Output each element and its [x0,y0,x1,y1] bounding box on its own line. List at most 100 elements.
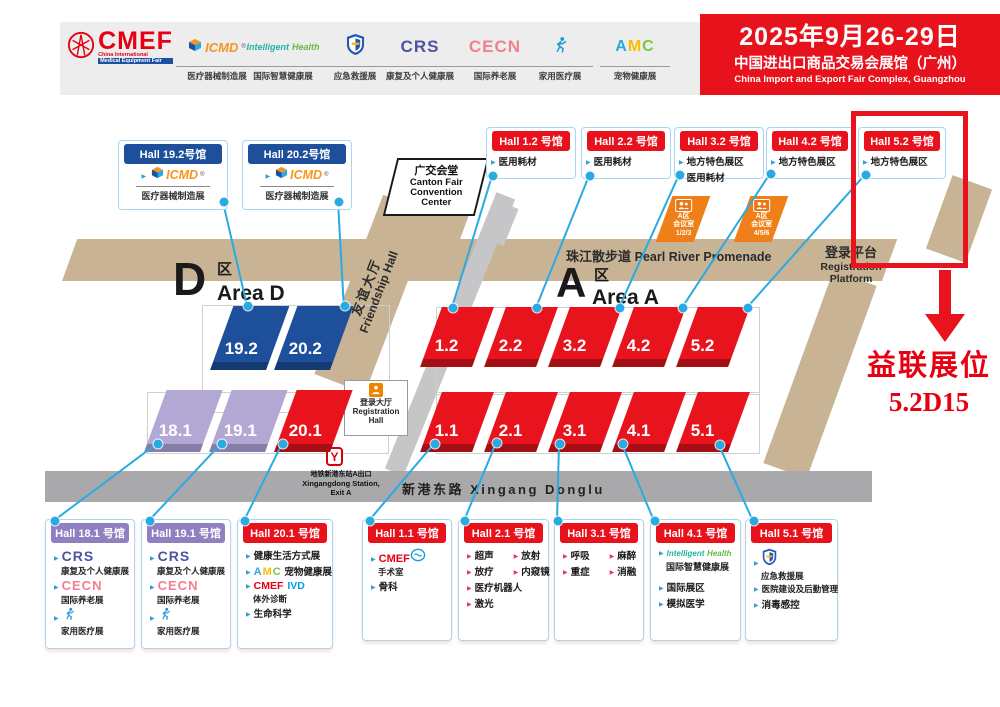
person-icon [369,383,383,397]
hall-item: 地方特色展区 [686,157,744,168]
hall-label-1-1: Hall 1.1 号馆 CMEF 手术室 骨科 [362,519,452,641]
hall-item: 麻醉 [617,551,637,562]
connector-dot [278,439,288,449]
connector-dot [766,169,776,179]
rescue-label: 应急救援展 [761,571,804,581]
bullet-icon [659,583,667,594]
home-medical-label: 家用医疗展 [61,626,104,636]
bullet-icon [754,600,762,611]
hall-title: Hall 5.1 号馆 [751,523,832,543]
hall-title: Hall 1.1 号馆 [368,523,446,543]
reg-platform-en2: Platform [829,273,873,285]
hall-item: 骨科 [378,582,398,593]
hall-title: Hall 3.2 号馆 [680,131,758,151]
bullet-icon [514,551,522,562]
hall-label-3-1: Hall 3.1 号馆 呼吸 麻醉 重症 消融 [554,519,644,641]
icmd-reg-mark: ® [324,172,329,178]
bullet-icon [679,157,687,168]
amc-logo-group: AMC 宠物健康展 [600,30,670,82]
people-icon [752,199,770,213]
room2-name: 会议室 [750,221,772,229]
connector-dot [217,439,227,449]
connector-dot [219,197,229,207]
connector-dot [618,439,628,449]
hall-label-3-2: Hall 3.2 号馆 地方特色展区 医用耗材 [674,127,764,184]
hall-item: 生命科学 [253,609,292,620]
canton-convention-center: 广交会堂 Canton Fair Convention Center [382,158,490,216]
crs-label: 康复及个人健康展 [61,566,130,576]
cecn-logo-group: CECN 国际养老展 [457,30,533,82]
promenade-en: Pearl River Promenade [634,250,772,264]
hall-title: Hall 20.2号馆 [248,144,346,164]
amc-wordmark: AMC [615,38,655,55]
bullet-icon [246,567,254,578]
event-date: 2025年9月26-29日 [739,23,961,51]
ivd-label: 体外诊断 [253,594,288,604]
divider [260,186,334,187]
xingang-road-label: 新港东路 Xingang Donglu [402,479,605,498]
hall-item: 医疗机器人 [474,583,523,594]
bullet-icon [754,558,762,569]
connector-dot [334,197,344,207]
connector-dot [532,303,542,313]
booth-number: 5.2D15 [888,387,970,417]
room1-numbers: 1/2/3 [675,230,691,238]
hall-title: Hall 19.2号馆 [124,144,222,164]
road-en: Xingang Donglu [470,482,605,497]
bullet-icon [150,613,158,624]
icmd-wordmark: ICMD [290,168,323,182]
hall-label-5-1: Hall 5.1 号馆 应急救援展 医院建设及后勤管理 消毒感控 [745,519,838,641]
hall-label-19-1: Hall 19.1 号馆 CRS 康复及个人健康展 CECN 国际养老展 家用医… [141,519,231,649]
icmd-reg-mark: ® [241,44,246,50]
hall-title: Hall 1.2 号馆 [492,131,570,151]
connector-dot [365,516,375,526]
bullet-icon [467,583,475,594]
metro-en1: Xingangdong Station, [302,479,380,489]
bullet-icon [371,554,379,565]
reg-platform-cn: 登录平台 [824,245,877,260]
home-medical-label: 家用医疗展 [157,626,200,636]
metro-en2: Exit A [330,488,352,498]
connector-dot [145,516,155,526]
hall-title: Hall 20.1 号馆 [243,523,327,543]
ih-wordmark-2: Health [707,549,732,558]
hall-item: 医用耗材 [686,173,725,184]
hall-label-1-2: Hall 1.2 号馆 医用耗材 [486,127,576,179]
crs-logo-group: CRS 康复及个人健康展 [382,30,458,82]
icmd-label: 医疗器械制造展 [141,191,205,201]
connector-dot [555,439,565,449]
icmd-cube-icon [151,166,164,184]
connector-dot [615,303,625,313]
amc-label: 宠物健康展 [600,66,670,82]
icmd-reg-mark: ® [200,172,205,178]
cecn-label: 国际养老展 [157,595,200,605]
hall-label-20-2: Hall 20.2号馆 ICMD ® 医疗器械制造展 [242,140,352,210]
metro-exit-label: 地铁新港东站A出口 Xingangdong Station, Exit A [288,471,394,497]
hall-label-5-2: Hall 5.2 号馆 地方特色展区 [858,127,946,179]
connector-dot [492,438,502,448]
bullet-icon [150,553,158,564]
metro-icon: Y [326,447,343,466]
bullet-icon [266,166,274,184]
room1-name: 会议室 [672,221,694,229]
bullet-icon [586,157,594,168]
crs-logo: CRS [157,548,191,564]
icmd-cube-icon [188,38,202,57]
hall-item: 模拟医学 [666,599,705,610]
connector-dot [678,303,688,313]
ih-wordmark-1: Intelligent [246,42,289,52]
bullet-icon [659,548,667,559]
area-a-name: Area A [592,286,659,309]
venue-cn: 中国进出口商品交易会展馆（广州） [734,56,966,73]
bullet-icon [54,613,62,624]
connector-dot [650,516,660,526]
hall-item: 放疗 [474,567,494,578]
bullet-icon [754,584,762,594]
hall-label-2-1: Hall 2.1 号馆 超声 放射 放疗 内窥镜 医疗机器人 激光 [458,519,550,641]
icmd-wordmark: ICMD [166,168,199,182]
connector-dot [153,439,163,449]
registration-hall-label: 登录大厅 Registration Hall [344,380,408,436]
bullet-icon [863,157,871,168]
cecn-logo: CECN [61,578,103,593]
